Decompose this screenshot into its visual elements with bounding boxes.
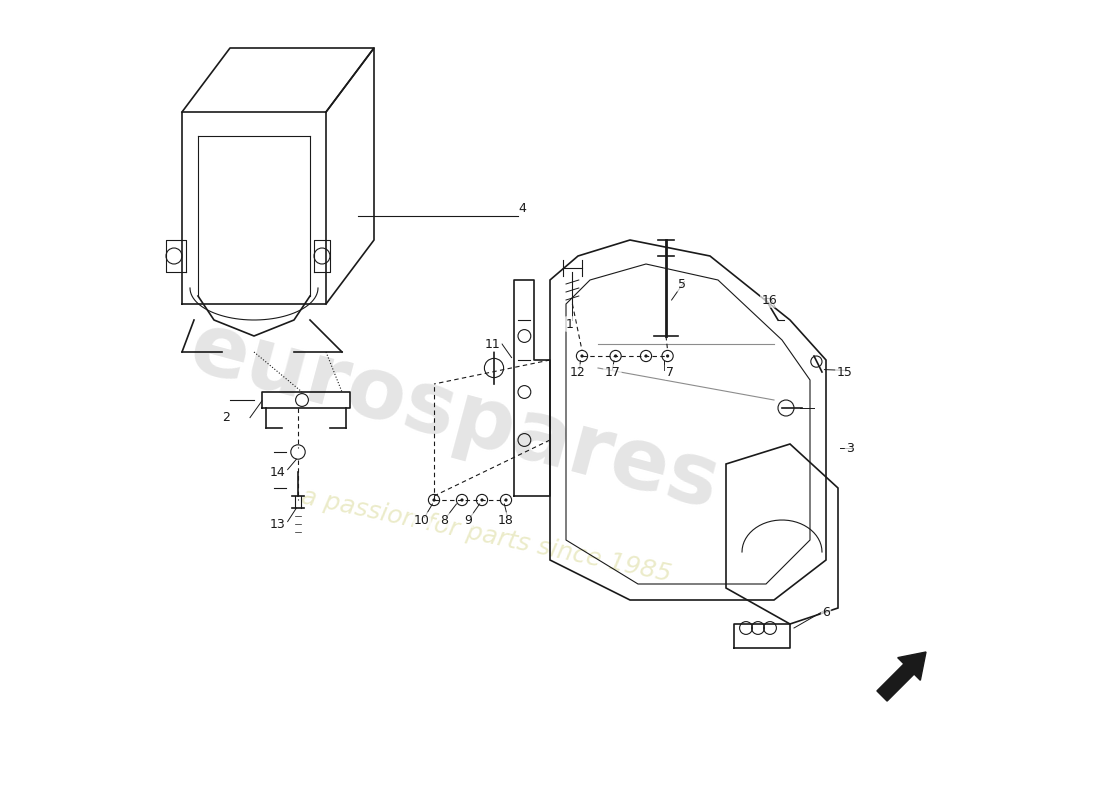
Text: 6: 6: [822, 606, 829, 618]
Text: a passion for parts since 1985: a passion for parts since 1985: [299, 485, 673, 587]
Text: 5: 5: [678, 278, 686, 290]
Text: 8: 8: [440, 514, 449, 526]
Text: 17: 17: [605, 366, 620, 378]
Circle shape: [614, 354, 617, 358]
Text: 9: 9: [464, 514, 472, 526]
Text: 16: 16: [761, 294, 777, 306]
Text: 11: 11: [484, 338, 500, 350]
Text: 18: 18: [498, 514, 514, 526]
Text: 10: 10: [414, 514, 430, 526]
Circle shape: [505, 498, 507, 502]
Circle shape: [461, 498, 463, 502]
Text: eurospares: eurospares: [180, 306, 728, 526]
FancyArrow shape: [877, 652, 926, 701]
Text: 4: 4: [518, 202, 526, 214]
Text: 12: 12: [570, 366, 586, 378]
Text: 2: 2: [222, 411, 230, 424]
Circle shape: [645, 354, 648, 358]
Text: 13: 13: [271, 518, 286, 530]
Circle shape: [481, 498, 484, 502]
Text: 14: 14: [271, 466, 286, 478]
Circle shape: [666, 354, 669, 358]
Text: 1: 1: [566, 318, 574, 330]
Text: 15: 15: [836, 366, 852, 378]
Circle shape: [581, 354, 584, 358]
Circle shape: [432, 498, 436, 502]
Text: 7: 7: [666, 366, 674, 378]
Text: 3: 3: [846, 442, 854, 454]
